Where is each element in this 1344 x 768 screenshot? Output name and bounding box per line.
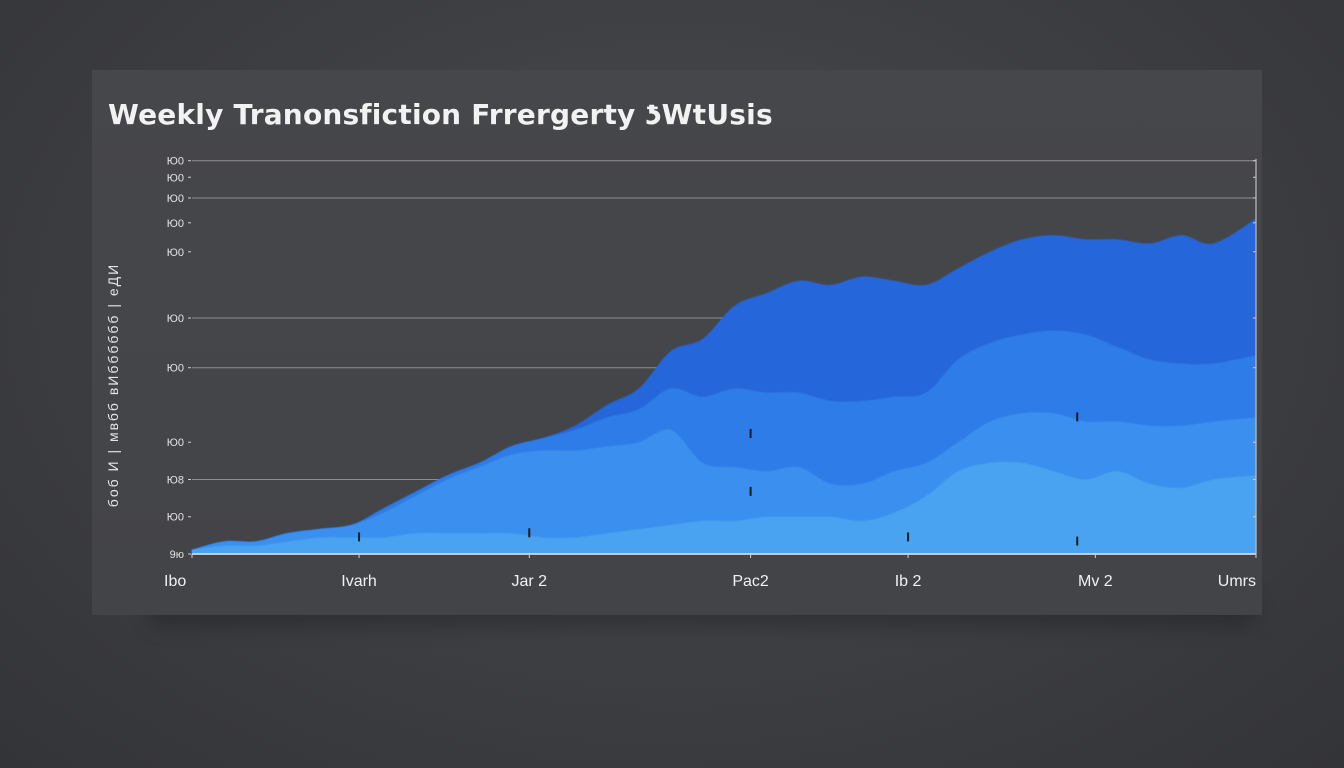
x-tick-label-4: Ib 2	[895, 573, 922, 590]
x-tick-label-6: Umrs	[1218, 573, 1256, 590]
x-tick-label-5: Mv 2	[1078, 573, 1113, 590]
chart-title: Weekly Tranonsfiction Frrergerty ƾWtUsis	[108, 98, 773, 131]
area-series-group	[192, 218, 1256, 554]
y-axis-label: боб И | мвбб вИбббббб | еДИ	[105, 263, 121, 507]
y-tick-label-3: Ю0	[167, 437, 184, 449]
y-tick-label-5: Ю0	[167, 313, 184, 325]
area-series-1	[192, 461, 1256, 554]
y-tick-label-6: Ю0	[167, 247, 184, 259]
y-tick-label-7: Ю0	[167, 218, 184, 230]
x-tick-label-0: Ibo	[164, 573, 186, 590]
x-tick-label-1: Ivarh	[341, 573, 377, 590]
y-tick-label-9: Ю0	[167, 172, 184, 184]
x-tick-label-3: Pac2	[732, 573, 769, 590]
axis-labels: 9ю Ю0 Ю8 Ю0 Ю0 Ю0 Ю0 Ю0 Ю0 Ю0 Ю0 боб И | мвбб вИббб…	[105, 156, 1256, 590]
y-tick-label-2: Ю8	[167, 474, 184, 486]
data-markers	[358, 412, 1079, 546]
y-tick-label-8: Ю0	[167, 193, 184, 205]
y-tick-label-1: Ю0	[167, 512, 184, 524]
y-tick-label-0: 9ю	[170, 549, 184, 561]
axes	[188, 158, 1257, 558]
y-tick-label-4: Ю0	[167, 363, 184, 375]
x-tick-label-2: Jar 2	[511, 573, 547, 590]
y-tick-label-10: Ю0	[167, 156, 184, 168]
